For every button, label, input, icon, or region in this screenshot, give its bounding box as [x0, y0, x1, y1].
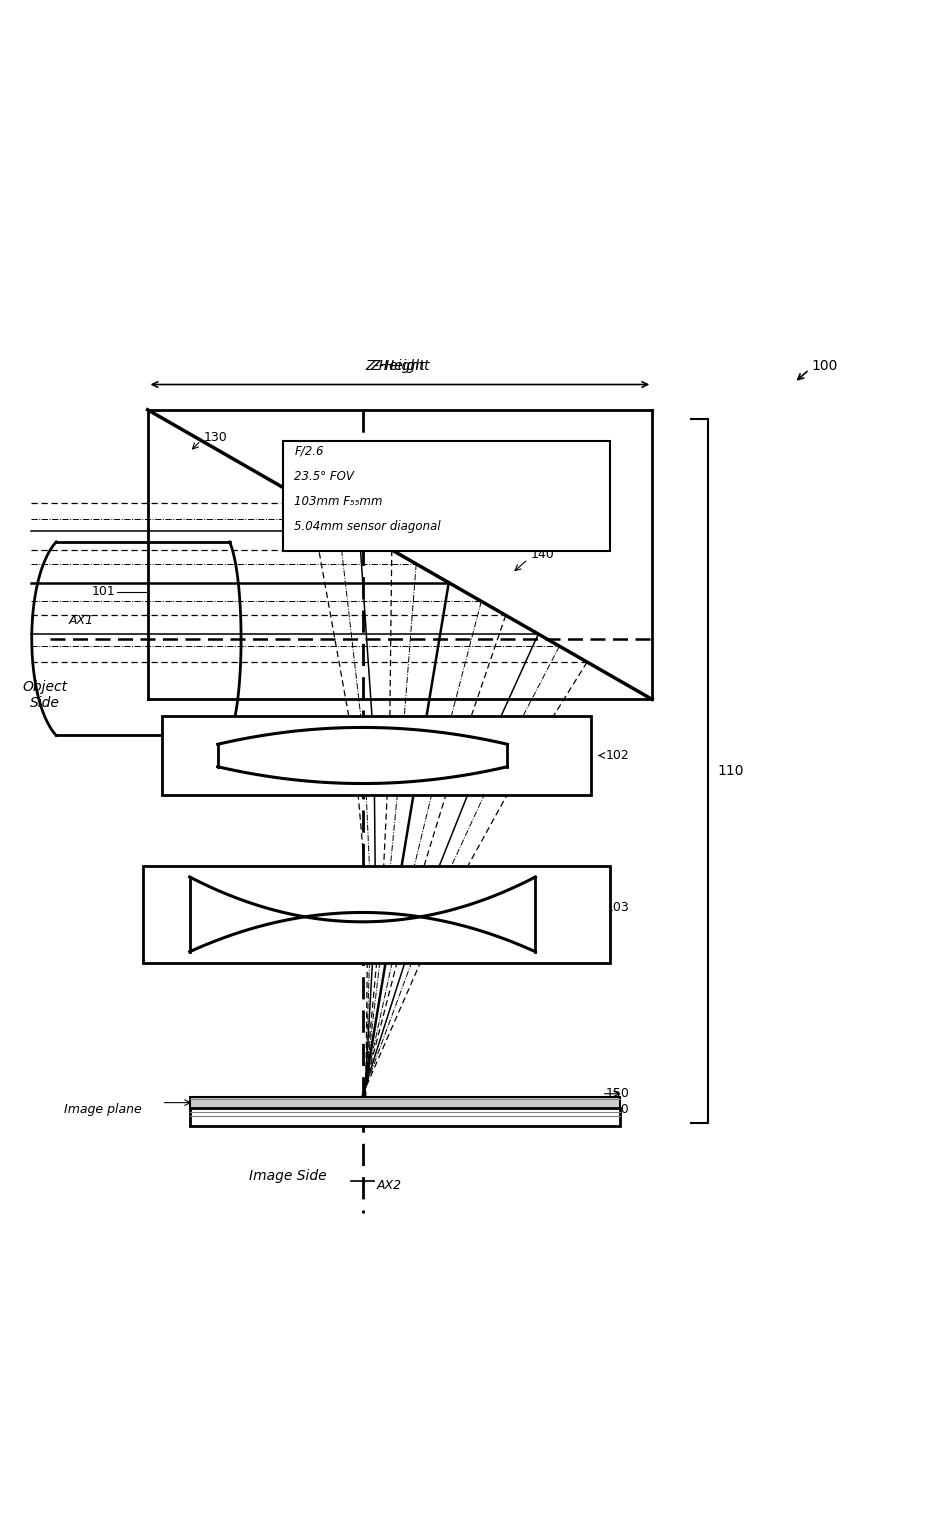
Text: AX2: AX2	[377, 1179, 401, 1191]
Text: 110: 110	[717, 763, 744, 777]
Text: Image plane: Image plane	[64, 1103, 141, 1116]
Text: 150: 150	[605, 1087, 630, 1100]
Text: Image Side: Image Side	[249, 1170, 326, 1183]
Bar	[190, 1097, 619, 1108]
Text: Z-Height: Z-Height	[366, 359, 425, 374]
Bar	[162, 716, 591, 794]
Text: Object
Side: Object Side	[23, 680, 68, 709]
Text: 102: 102	[605, 749, 629, 762]
Text: 5.04mm sensor diagonal: 5.04mm sensor diagonal	[294, 520, 441, 532]
Text: 100: 100	[811, 359, 838, 372]
Bar	[190, 1108, 619, 1127]
Bar	[283, 440, 610, 551]
Text: 101: 101	[91, 585, 116, 599]
Text: 103: 103	[605, 902, 629, 914]
Text: Z-Height: Z-Height	[370, 359, 430, 374]
Text: 120: 120	[605, 1103, 629, 1116]
Text: 23.5° FOV: 23.5° FOV	[294, 469, 354, 483]
Bar	[143, 866, 610, 963]
Text: 130: 130	[204, 431, 227, 445]
Text: F/2.6: F/2.6	[294, 445, 323, 457]
Text: 103mm F₅₅mm: 103mm F₅₅mm	[294, 496, 383, 508]
Text: 140: 140	[531, 548, 555, 562]
Text: AX1: AX1	[69, 614, 93, 628]
